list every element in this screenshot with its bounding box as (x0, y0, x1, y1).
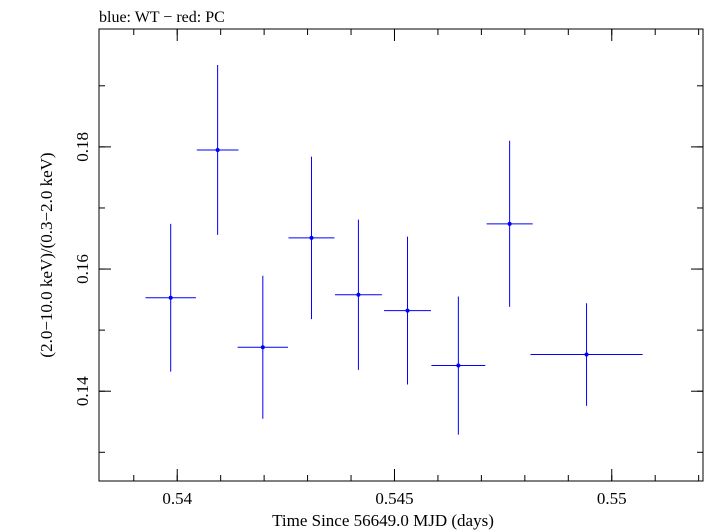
y-tick-label: 0.14 (73, 376, 92, 406)
data-point (431, 296, 486, 435)
x-axis-label: Time Since 56649.0 MJD (days) (272, 511, 494, 530)
x-tick-label: 0.54 (162, 489, 192, 508)
data-point (196, 65, 239, 235)
point-marker (507, 221, 512, 226)
point-marker (215, 147, 220, 152)
data-point (288, 156, 335, 320)
y-tick-label: 0.18 (73, 132, 92, 162)
axis-ticks: 0.54 0.545 0.55 0.14 0.16 0.18 (73, 29, 703, 508)
point-marker (356, 292, 361, 297)
data-point (486, 140, 533, 307)
data-point (384, 236, 431, 385)
data-point (145, 223, 196, 372)
data-point (237, 275, 289, 419)
point-marker (168, 295, 173, 300)
data-point (530, 303, 643, 406)
point-marker (260, 345, 265, 350)
point-marker (405, 308, 410, 313)
data-point (334, 219, 382, 370)
x-tick-label: 0.545 (375, 489, 413, 508)
plot-frame (98, 28, 704, 482)
y-axis-label: (2.0−10.0 keV)/(0.3−2.0 keV) (37, 152, 56, 357)
x-tick-label: 0.55 (597, 489, 627, 508)
point-marker (584, 352, 589, 357)
chart-title: blue: WT − red: PC (99, 9, 225, 26)
point-marker (309, 235, 314, 240)
y-tick-label: 0.16 (73, 254, 92, 284)
point-marker (456, 363, 461, 368)
data-marks (145, 65, 643, 435)
